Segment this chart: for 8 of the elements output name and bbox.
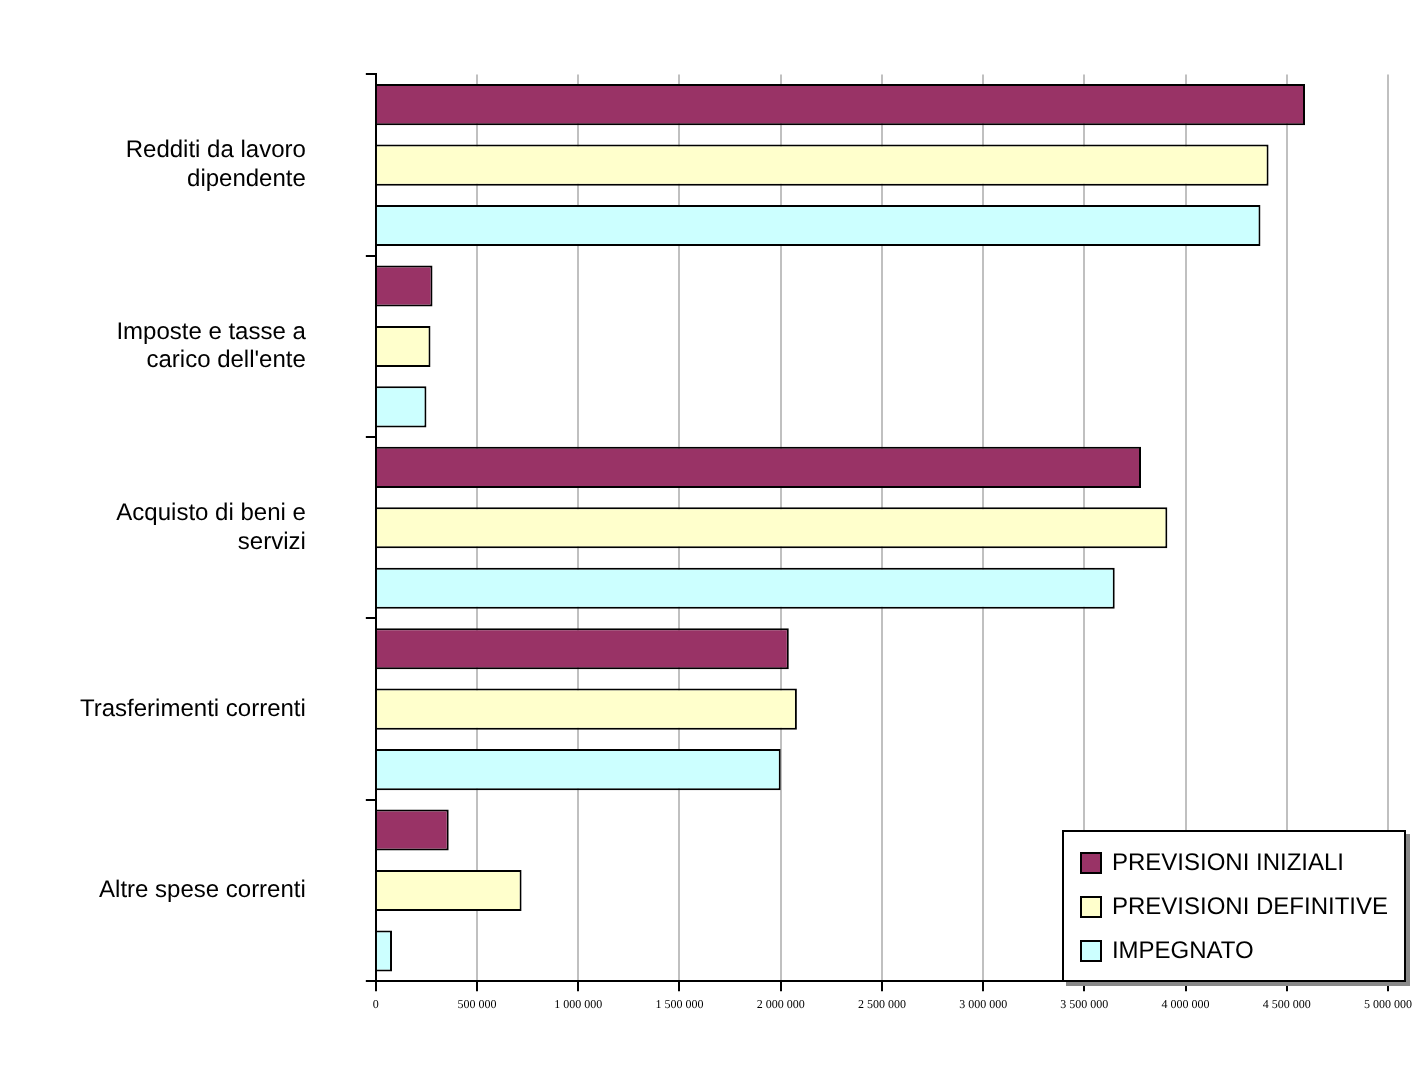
legend-label: IMPEGNATO	[1109, 934, 1256, 968]
y-tick-label: Redditi da lavoro dipendente	[125, 135, 307, 193]
y-tick-label: Imposte e tasse a carico dell'ente	[116, 316, 307, 374]
legend-label: PREVISIONI INIZIALI	[1109, 846, 1346, 880]
legend-label: PREVISIONI DEFINITIVE	[1109, 890, 1388, 924]
y-tick-label: Trasferimenti correnti	[79, 693, 306, 722]
y-tick-label: Acquisto di beni e servizi	[116, 498, 307, 555]
y-tick-label: Altre spese correnti	[99, 875, 306, 904]
